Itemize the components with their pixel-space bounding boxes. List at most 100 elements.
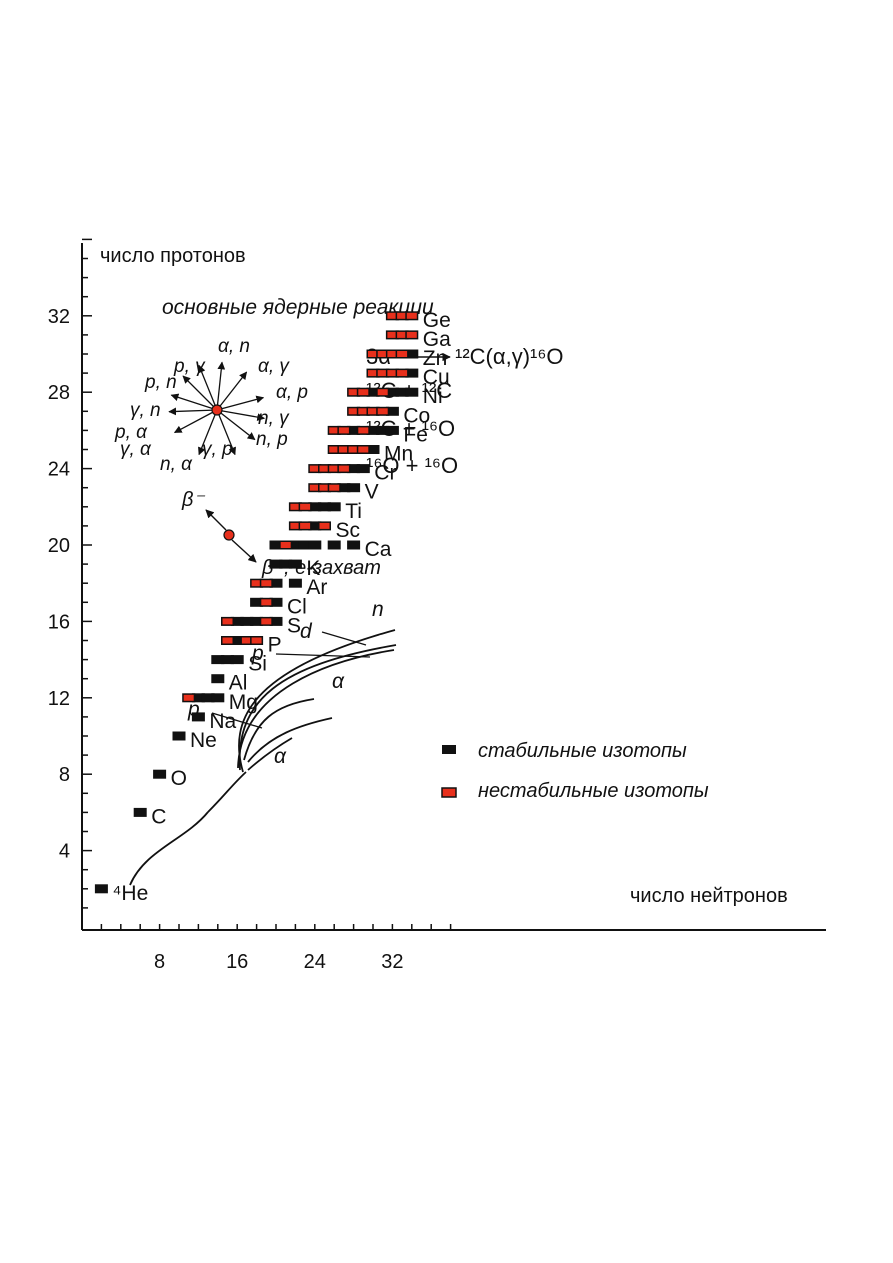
beta-arrow-down xyxy=(231,539,257,563)
x-tick-label: 8 xyxy=(154,951,165,973)
unstable-isotope-mark xyxy=(298,521,312,531)
reaction-arrow xyxy=(170,393,218,411)
x-minor-ticks xyxy=(100,924,452,930)
element-label: Sc xyxy=(336,519,361,542)
x-tick-label: 16 xyxy=(226,951,248,973)
stable-isotope-mark xyxy=(172,731,186,741)
reaction-direction-label: γ, p xyxy=(202,439,233,460)
path-o-to-na xyxy=(247,717,333,763)
stable-isotope-mark xyxy=(347,425,361,435)
stable-isotope-mark xyxy=(376,425,390,435)
element-label: Al xyxy=(229,672,248,695)
reaction-arrow xyxy=(216,409,266,421)
reaction-arrow xyxy=(216,395,265,411)
unstable-isotope-mark xyxy=(337,425,351,435)
unstable-isotope-mark xyxy=(356,445,370,454)
unstable-isotope-mark xyxy=(405,311,419,321)
stable-isotope-mark xyxy=(269,559,283,569)
unstable-isotope-mark xyxy=(318,521,331,531)
stable-isotope-mark xyxy=(405,387,419,397)
stable-isotope-mark xyxy=(347,540,361,550)
stable-isotope-mark xyxy=(347,464,361,474)
element-label: Ar xyxy=(306,576,327,599)
x-axis-label: число нейтронов xyxy=(630,885,788,907)
element-label: Fe xyxy=(403,423,428,446)
reaction-arrow xyxy=(216,361,226,411)
stable-isotope-mark xyxy=(269,578,283,588)
element-label: S xyxy=(287,614,301,637)
reaction-arrow xyxy=(216,409,256,441)
unstable-isotope-mark xyxy=(259,578,273,588)
reaction-arrow xyxy=(216,371,248,411)
element-label: Mn xyxy=(384,443,413,466)
path-label: n xyxy=(372,598,384,621)
unstable-isotope-mark xyxy=(376,387,390,397)
stable-isotope-mark xyxy=(405,349,419,359)
element-label: Ti xyxy=(345,500,362,523)
path-d-leader xyxy=(321,631,367,646)
reaction-direction-label: p, α xyxy=(114,422,148,443)
reaction-labels: α, n p, γ α, γ p, n α, p γ, n n, γ p, α n, p γ, α… xyxy=(114,336,308,475)
reaction-direction-label: α, n xyxy=(218,336,250,357)
reaction-center-nucleus xyxy=(211,404,223,416)
stable-isotope-mark xyxy=(201,693,215,703)
reaction-arrow xyxy=(182,375,218,411)
reaction-arrows xyxy=(168,361,266,456)
path-he-to-c xyxy=(129,811,209,886)
unstable-isotope-mark xyxy=(259,616,273,626)
path-c-to-o xyxy=(207,771,247,813)
path-label: d xyxy=(300,620,313,643)
y-tick-label: 16 xyxy=(48,611,70,633)
reaction-direction-label: n, γ xyxy=(258,408,290,429)
path-label: α xyxy=(274,745,287,768)
stable-isotope-mark xyxy=(133,807,147,817)
beta-arrow-up xyxy=(205,509,227,531)
stable-isotope-mark xyxy=(385,406,399,416)
stable-isotope-mark xyxy=(211,693,225,703)
stable-isotope-mark xyxy=(366,387,380,397)
stable-isotope-mark xyxy=(240,616,254,626)
stable-isotope-mark xyxy=(347,483,361,493)
stable-isotope-mark xyxy=(366,445,380,454)
element-label: Ni xyxy=(423,385,443,408)
stable-isotope-mark xyxy=(230,636,244,645)
reaction-direction-label: α, p xyxy=(276,382,308,403)
reaction-arrow xyxy=(173,409,218,434)
stable-isotope-mark xyxy=(153,769,167,779)
reaction-triple-alpha-product: ¹²C(α,γ)¹⁶O xyxy=(455,344,564,369)
stable-isotope-mark xyxy=(191,693,205,703)
stable-isotope-mark xyxy=(250,597,264,607)
stable-isotope-mark xyxy=(288,540,302,550)
stable-isotope-mark xyxy=(308,502,322,512)
stable-isotope-mark xyxy=(405,368,419,378)
element-label: Co xyxy=(403,404,430,427)
x-tick-labels: 8 16 24 32 xyxy=(154,951,403,973)
stable-isotope-mark xyxy=(385,425,399,435)
unstable-isotope-mark xyxy=(221,616,234,626)
element-label: V xyxy=(365,481,379,504)
y-tick-label: 4 xyxy=(59,841,70,863)
stable-isotope-mark xyxy=(211,674,225,684)
stable-isotope-mark xyxy=(94,884,108,894)
element-label: Cl xyxy=(287,595,307,618)
y-tick-label: 8 xyxy=(59,764,70,786)
stable-isotope-mark xyxy=(250,616,264,626)
unstable-isotope-mark xyxy=(395,368,409,378)
y-tick-label: 32 xyxy=(48,306,70,328)
unstable-isotope-mark xyxy=(356,425,370,435)
element-label: Na xyxy=(209,710,236,733)
element-label: Zn xyxy=(423,347,448,370)
element-label: O xyxy=(171,767,187,790)
unstable-isotope-mark xyxy=(250,636,264,645)
unstable-isotope-mark xyxy=(182,693,196,703)
path-label: α xyxy=(332,670,345,693)
stable-isotope-mark xyxy=(211,655,225,665)
stable-isotope-mark xyxy=(269,616,283,626)
reaction-direction-label: p, n xyxy=(144,372,177,393)
path-p-leader xyxy=(275,653,371,658)
stable-isotope-mark xyxy=(327,502,341,512)
legend-stable-swatch xyxy=(442,745,456,754)
path-o-to-mg xyxy=(243,698,315,761)
